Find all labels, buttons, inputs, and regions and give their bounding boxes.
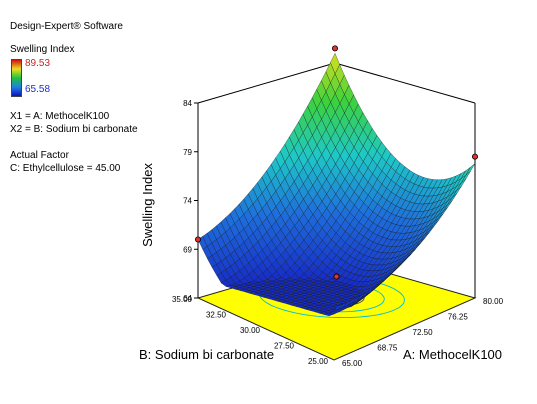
z-tick-label: 64 bbox=[183, 294, 192, 303]
scale-high-value: 89.53 bbox=[25, 58, 51, 69]
x-tick-label: 76.25 bbox=[448, 313, 469, 322]
design-point bbox=[333, 273, 340, 280]
z-tick-label: 84 bbox=[183, 99, 192, 108]
factor-x1-line: X1 = A: MethocelK100 bbox=[10, 111, 110, 122]
x-tick-label: 68.75 bbox=[377, 344, 398, 353]
design-point bbox=[471, 153, 478, 160]
y-tick-label: 25.00 bbox=[308, 357, 329, 366]
surface-cell bbox=[465, 163, 476, 176]
y-tick-label: 35.00 bbox=[172, 295, 193, 304]
y-axis-label: B: Sodium bi carbonate bbox=[139, 347, 274, 362]
z-tick-label: 79 bbox=[183, 148, 192, 157]
response-name: Swelling Index bbox=[10, 44, 75, 55]
y-tick-label: 27.50 bbox=[274, 342, 295, 351]
x-tick-label: 72.50 bbox=[413, 328, 434, 337]
actual-factor-value: C: Ethylcellulose = 45.00 bbox=[10, 163, 121, 174]
x-tick-label: 80.00 bbox=[483, 297, 504, 306]
x-axis-label: A: MethocelK100 bbox=[403, 347, 502, 362]
frame-edge bbox=[334, 62, 476, 104]
design-point bbox=[194, 236, 201, 243]
frame-edge bbox=[197, 62, 336, 104]
factor-x2-line: X2 = B: Sodium bi carbonate bbox=[10, 124, 138, 135]
actual-factor-title: Actual Factor bbox=[10, 150, 69, 161]
surface-cell bbox=[333, 303, 344, 312]
color-scale-bar bbox=[11, 59, 22, 97]
y-tick-label: 30.00 bbox=[240, 326, 261, 335]
z-tick-label: 74 bbox=[183, 197, 192, 206]
surface-mesh bbox=[197, 52, 476, 316]
software-label: Design-Expert® Software bbox=[10, 21, 123, 32]
y-tick-label: 32.50 bbox=[206, 311, 227, 320]
x-tick-label: 65.00 bbox=[342, 359, 363, 368]
design-points bbox=[194, 45, 478, 280]
design-point bbox=[331, 45, 338, 52]
z-tick-label: 69 bbox=[183, 245, 192, 254]
tick-labels: 64 69 74 79 84 25.00 27.50 30.00 32.50 35.00 65.00… bbox=[172, 99, 504, 368]
scale-low-value: 65.58 bbox=[25, 84, 51, 95]
z-axis-label: Swelling Index bbox=[140, 163, 155, 247]
